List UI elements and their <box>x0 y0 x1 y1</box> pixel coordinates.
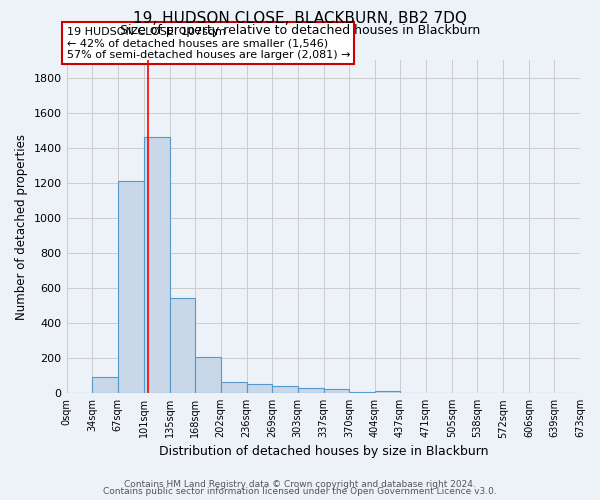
Text: 19 HUDSON CLOSE: 107sqm
← 42% of detached houses are smaller (1,546)
57% of semi: 19 HUDSON CLOSE: 107sqm ← 42% of detache… <box>67 27 350 60</box>
Bar <box>298 388 323 393</box>
Text: Contains public sector information licensed under the Open Government Licence v3: Contains public sector information licen… <box>103 488 497 496</box>
Y-axis label: Number of detached properties: Number of detached properties <box>15 134 28 320</box>
Bar <box>221 382 247 393</box>
Bar <box>143 137 170 393</box>
Bar <box>170 298 195 393</box>
Bar <box>92 378 118 393</box>
Text: 19, HUDSON CLOSE, BLACKBURN, BB2 7DQ: 19, HUDSON CLOSE, BLACKBURN, BB2 7DQ <box>133 11 467 26</box>
X-axis label: Distribution of detached houses by size in Blackburn: Distribution of detached houses by size … <box>158 444 488 458</box>
Text: Contains HM Land Registry data © Crown copyright and database right 2024.: Contains HM Land Registry data © Crown c… <box>124 480 476 489</box>
Bar <box>118 181 143 393</box>
Bar <box>349 392 375 393</box>
Bar <box>247 384 272 393</box>
Bar <box>375 390 400 393</box>
Bar <box>195 357 221 393</box>
Bar <box>272 386 298 393</box>
Bar <box>323 390 349 393</box>
Text: Size of property relative to detached houses in Blackburn: Size of property relative to detached ho… <box>120 24 480 37</box>
